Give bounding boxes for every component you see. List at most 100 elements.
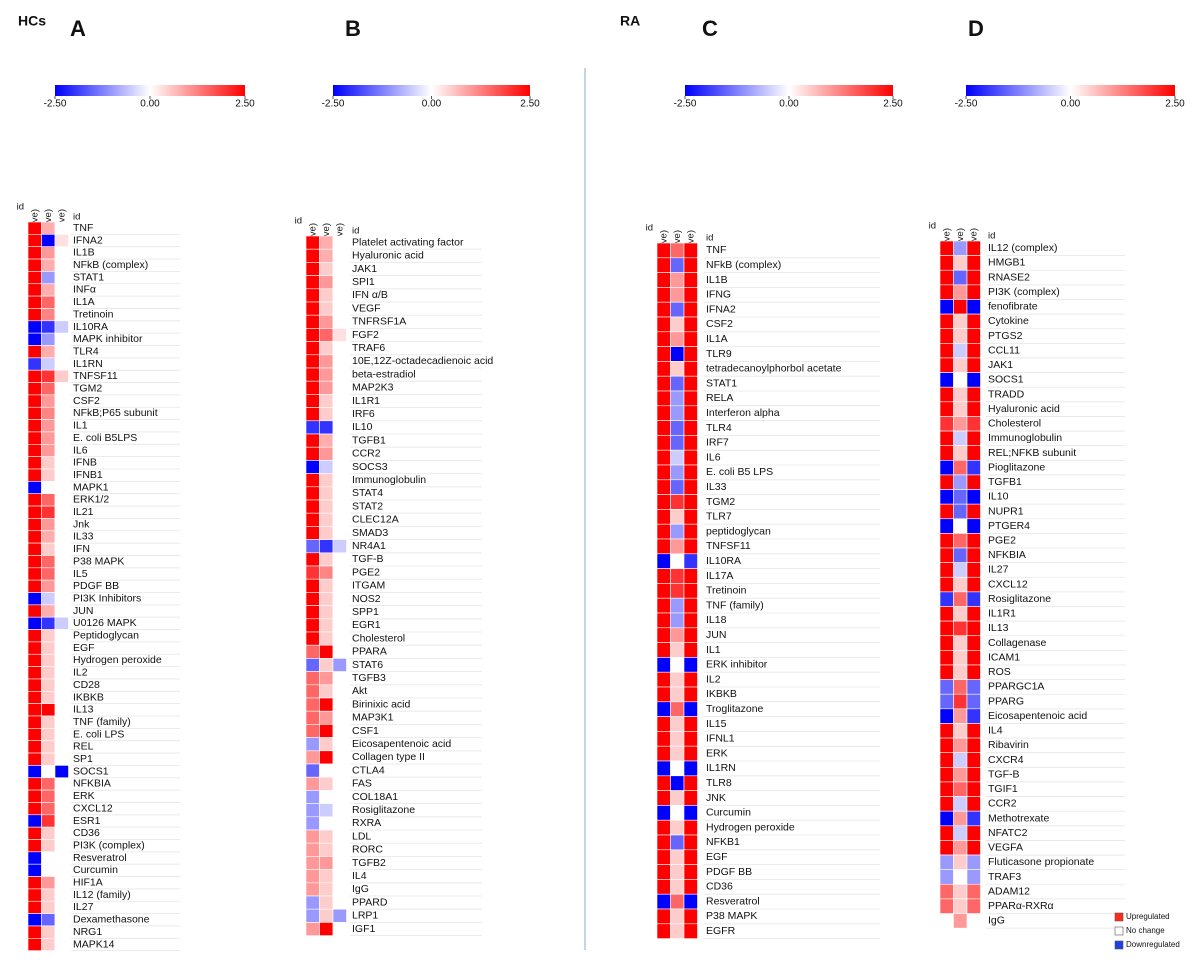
- heatmap-cell: [54, 456, 69, 470]
- heatmap-cell: [939, 416, 954, 432]
- heatmap-cell: [939, 357, 954, 373]
- heatmap-cell: [27, 369, 42, 383]
- heatmap-cell: [683, 893, 698, 910]
- heatmap-cell: [319, 473, 334, 488]
- row-label: Methotrexate: [988, 812, 1049, 824]
- heatmap-cell: [41, 802, 56, 816]
- heatmap-cell: [54, 320, 69, 334]
- heatmap-cell: [305, 565, 320, 580]
- row-label: RNASE2: [988, 271, 1030, 283]
- heatmap-cell: [27, 876, 42, 890]
- heatmap-cell: [953, 591, 968, 607]
- row-label: IFNG: [706, 289, 731, 301]
- heatmap-cell: [41, 900, 56, 914]
- heatmap-cell: [27, 851, 42, 865]
- row-label: REL;NFKB subunit: [988, 447, 1076, 459]
- heatmap-cell: [41, 863, 56, 877]
- legend-swatch: [1114, 940, 1124, 950]
- row-label: Fluticasone propionate: [988, 856, 1094, 868]
- heatmap-cell: [953, 869, 968, 885]
- row-label: IRF7: [706, 437, 729, 449]
- heatmap-cell: [670, 923, 685, 939]
- heatmap-cell: [670, 479, 685, 495]
- row-label: E. coli LPS: [73, 728, 124, 740]
- heatmap-cell: [54, 690, 69, 704]
- heatmap-cell: [670, 435, 685, 451]
- row-label: STAT4: [352, 487, 383, 499]
- row-label: NRG1: [73, 926, 102, 938]
- heatmap-cell: [27, 641, 42, 655]
- heatmap-cell: [332, 380, 347, 395]
- heatmap-cell: [27, 308, 42, 322]
- heatmap-cell: [332, 750, 347, 765]
- heatmap-cell: [305, 869, 320, 884]
- row-label: STAT1: [73, 271, 104, 283]
- heatmap-cell: [332, 433, 347, 448]
- heatmap-cell: [656, 435, 671, 451]
- heatmap-cell: [319, 671, 334, 686]
- row-label: Interferon alpha: [706, 407, 780, 419]
- row-label: SPP1: [352, 606, 379, 618]
- heatmap-cell: [319, 592, 334, 606]
- heatmap-cell: [305, 829, 320, 844]
- heatmap-cell: [27, 283, 42, 297]
- heatmap-cell: [953, 386, 968, 403]
- heatmap-cell: [27, 888, 42, 902]
- legend-swatch: [1114, 912, 1124, 922]
- row-label: TLR4: [706, 422, 732, 434]
- heatmap-cell: [319, 235, 334, 250]
- heatmap-cell: [656, 257, 671, 273]
- heatmap-cell: [670, 760, 685, 777]
- heatmap-cell: [27, 629, 42, 643]
- row-label: FGF2: [352, 329, 379, 341]
- heatmap-cell: [966, 386, 981, 403]
- heatmap-cell: [966, 840, 981, 856]
- heatmap-cell: [305, 499, 320, 514]
- row-label: TNF: [73, 222, 93, 234]
- heatmap-cell: [27, 666, 42, 680]
- row-label: tetradecanoylphorbol acetate: [706, 363, 842, 375]
- row-label: SOCS1: [73, 765, 109, 777]
- heatmap-cell: [670, 538, 685, 555]
- heatmap-cell: [305, 737, 320, 752]
- heatmap-cell: [332, 526, 347, 540]
- row-label: IFNA2: [706, 303, 736, 315]
- row-label: SPI1: [352, 276, 375, 288]
- heatmap-cell: [332, 605, 347, 620]
- heatmap-cell: [683, 523, 698, 540]
- row-label: IGF1: [352, 923, 375, 935]
- heatmap-cell: [953, 810, 968, 827]
- colorbar-tick-label: 0.00: [140, 99, 160, 110]
- heatmap-cell: [939, 650, 954, 666]
- heatmap-cell: [939, 854, 954, 870]
- row-label: ITGAM: [352, 580, 385, 592]
- heatmap-cell: [332, 790, 347, 804]
- row-label: IL10: [988, 491, 1009, 503]
- heatmap-cell: [683, 346, 698, 362]
- heatmap-cell: [683, 301, 698, 318]
- heatmap-cell: [939, 679, 954, 695]
- heatmap-cell: [656, 597, 671, 614]
- heatmap-cell: [656, 420, 671, 436]
- heatmap-cell: [332, 578, 347, 593]
- row-label: Cytokine: [988, 315, 1029, 327]
- heatmap-cell: [305, 671, 320, 686]
- row-label: IL5: [73, 568, 88, 580]
- heatmap-cell: [319, 750, 334, 765]
- row-label: CTLA4: [352, 764, 385, 776]
- heatmap-cell: [319, 908, 334, 923]
- heatmap-cell: [939, 620, 954, 637]
- heatmap-cell: [27, 765, 42, 779]
- heatmap-cell: [332, 658, 347, 672]
- heatmap-cell: [41, 616, 56, 630]
- row-label: NFkB;P65 subunit: [73, 407, 158, 419]
- row-label: Rosiglitazone: [352, 804, 415, 816]
- row-label: IL10: [352, 421, 373, 433]
- row-label: MAPK14: [73, 938, 115, 950]
- heatmap-cell: [319, 578, 334, 593]
- row-label: IL27: [73, 901, 94, 913]
- heatmap-cell: [670, 627, 685, 643]
- heatmap-cell: [41, 382, 56, 396]
- heatmap-cell: [656, 627, 671, 643]
- heatmap-cell: [27, 505, 42, 519]
